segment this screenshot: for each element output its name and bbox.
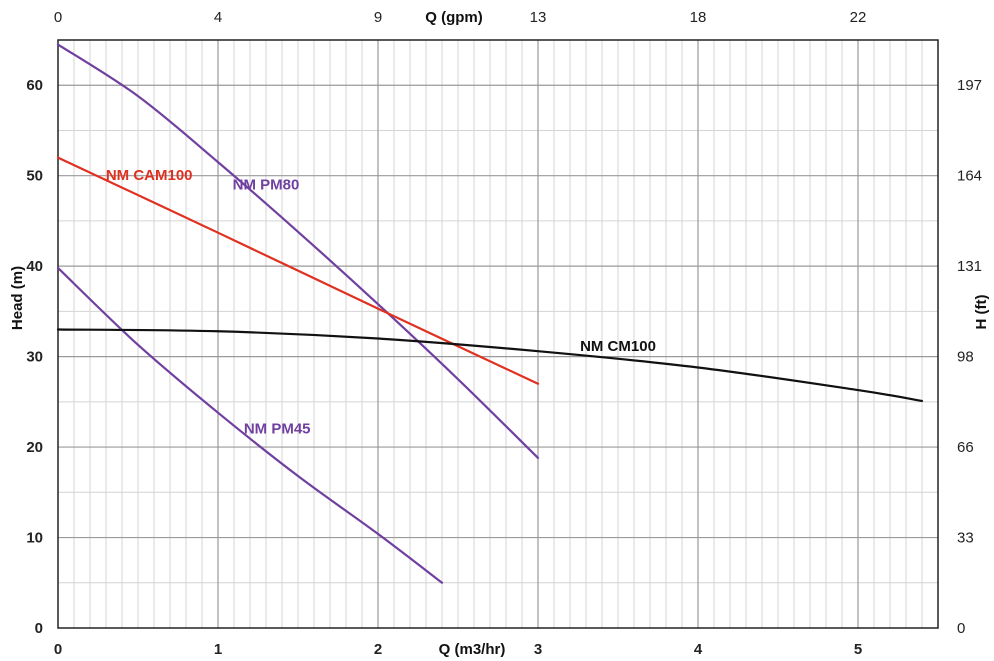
x-tick-label: 0 <box>54 641 62 658</box>
x-tick-label: 2 <box>374 641 382 658</box>
x-axis-title: Q (m3/hr) <box>439 641 506 658</box>
series-line-nm-pm45 <box>56 266 444 584</box>
x2-axis-tick-labels: 0 4 9 13 18 22 <box>54 9 867 26</box>
series-label-nm-pm80: NM PM80 <box>233 176 300 193</box>
series-label-nm-cm100: NM CM100 <box>580 338 656 355</box>
x-tick-label: 4 <box>694 641 703 658</box>
x2-tick-label: 9 <box>374 9 382 26</box>
y-tick-label: 60 <box>26 77 43 94</box>
y2-tick-label: 197 <box>957 77 982 94</box>
x-tick-label: 3 <box>534 641 542 658</box>
y2-tick-label: 164 <box>957 168 982 185</box>
x2-tick-label: 22 <box>850 9 867 26</box>
y2-tick-label: 98 <box>957 349 974 366</box>
series-line-nm-cm100 <box>56 328 924 403</box>
y-tick-label: 30 <box>26 349 43 366</box>
y2-tick-label: 66 <box>957 439 974 456</box>
y-tick-label: 20 <box>26 439 43 456</box>
series-lines <box>56 43 924 584</box>
x2-axis-title: Q (gpm) <box>425 9 483 26</box>
y-tick-label: 0 <box>35 620 43 637</box>
series-label-nm-pm45: NM PM45 <box>244 421 311 438</box>
x-tick-label: 5 <box>854 641 862 658</box>
series-line-nm-cam100 <box>56 156 540 385</box>
y2-axis-tick-labels: 0 33 66 98 131 164 197 <box>957 77 982 637</box>
y-tick-label: 50 <box>26 168 43 185</box>
y-axis-tick-labels: 0 10 20 30 40 50 60 <box>26 77 43 637</box>
y-tick-label: 10 <box>26 530 43 547</box>
major-gridlines <box>58 40 938 628</box>
series-labels: NM PM80 NM CAM100 NM PM45 NM CM100 <box>106 167 656 437</box>
y-axis-title: Head (m) <box>9 266 26 330</box>
series-label-nm-cam100: NM CAM100 <box>106 167 193 184</box>
y2-tick-label: 33 <box>957 530 974 547</box>
y2-tick-label: 131 <box>957 258 982 275</box>
x2-tick-label: 13 <box>530 9 547 26</box>
plot-area-frame <box>57 39 939 629</box>
x2-tick-label: 18 <box>690 9 707 26</box>
x-axis-tick-labels: 0 1 2 3 4 5 <box>54 641 862 658</box>
y2-axis-title: H (ft) <box>973 295 990 330</box>
y2-tick-label: 0 <box>957 620 965 637</box>
series-line-nm-pm80 <box>56 43 540 460</box>
y-tick-label: 40 <box>26 258 43 275</box>
x2-tick-label: 4 <box>214 9 222 26</box>
minor-gridlines <box>58 40 938 628</box>
x2-tick-label: 0 <box>54 9 62 26</box>
x-tick-label: 1 <box>214 641 222 658</box>
